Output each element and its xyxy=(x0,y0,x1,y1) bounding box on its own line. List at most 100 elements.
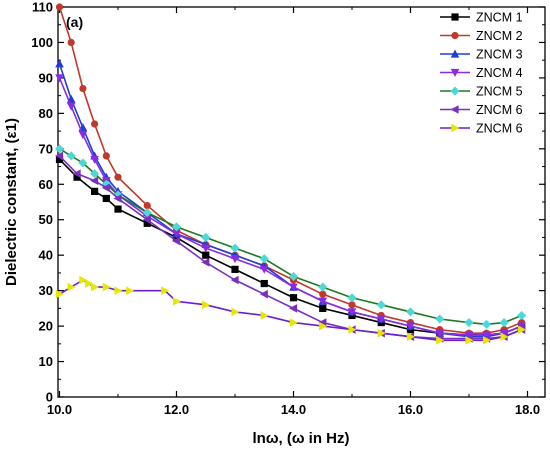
data-point xyxy=(500,332,509,342)
legend-label: ZNCM 1 xyxy=(476,10,523,24)
y-tick-label: 70 xyxy=(39,141,53,156)
data-point xyxy=(259,289,268,299)
data-point xyxy=(289,318,298,327)
data-point xyxy=(102,282,111,292)
y-tick-label: 0 xyxy=(46,390,53,405)
data-point xyxy=(114,205,122,213)
y-tick-label: 110 xyxy=(32,0,53,15)
data-point xyxy=(464,318,474,328)
data-point xyxy=(114,286,123,295)
legend-marker xyxy=(450,105,459,114)
data-point xyxy=(231,307,240,317)
data-point xyxy=(85,279,94,288)
y-tick-label: 60 xyxy=(39,177,53,192)
data-point xyxy=(482,335,491,345)
data-point xyxy=(201,244,211,253)
series-line xyxy=(58,155,522,340)
data-point xyxy=(260,311,269,320)
data-point xyxy=(318,297,328,306)
data-point xyxy=(78,131,88,140)
legend-marker xyxy=(451,13,459,21)
data-point xyxy=(289,304,298,313)
data-point xyxy=(126,286,135,295)
legend-item: ZNCM 1 xyxy=(440,10,523,24)
y-tick-label: 20 xyxy=(39,319,53,334)
data-point xyxy=(405,307,416,317)
data-point xyxy=(142,215,151,225)
data-point xyxy=(67,38,75,47)
data-point xyxy=(161,286,170,295)
legend-item: ZNCM 6 xyxy=(440,103,523,117)
legend-label: ZNCM 6 xyxy=(476,121,523,135)
data-point xyxy=(201,232,211,242)
legend-item: ZNCM 6 xyxy=(440,121,523,135)
series-layer xyxy=(54,3,527,345)
data-point xyxy=(78,158,88,168)
data-point xyxy=(319,304,327,312)
x-tick-label: 12.0 xyxy=(164,402,189,417)
data-point xyxy=(90,155,99,164)
y-tick-label: 100 xyxy=(31,35,53,50)
data-point xyxy=(436,335,445,345)
data-point xyxy=(90,169,100,179)
data-point xyxy=(171,222,182,232)
data-point xyxy=(259,254,269,264)
y-axis-title: Dielectric constant, (ε1) xyxy=(3,118,20,286)
y-axis: 0 10 20 30 40 50 60 70 80 90 100 110 xyxy=(31,0,545,405)
x-tick-label: 16.0 xyxy=(398,402,423,417)
data-point xyxy=(230,255,240,264)
data-point xyxy=(66,102,76,111)
data-point xyxy=(172,296,181,306)
data-point xyxy=(288,271,299,281)
data-point xyxy=(114,173,122,181)
legend-label: ZNCM 6 xyxy=(476,103,523,117)
data-point xyxy=(66,151,76,161)
x-tick-label: 10.0 xyxy=(47,402,72,417)
data-point xyxy=(348,301,356,309)
data-point xyxy=(406,332,415,342)
data-point xyxy=(319,290,327,298)
legend-marker xyxy=(451,31,459,40)
legend-label: ZNCM 3 xyxy=(476,47,523,61)
data-point xyxy=(347,293,357,303)
legend-marker xyxy=(451,123,460,133)
y-tick-label: 90 xyxy=(39,70,53,85)
data-point xyxy=(230,275,239,285)
x-tick-label: 18.0 xyxy=(515,402,540,417)
data-point xyxy=(435,329,445,338)
data-point xyxy=(376,300,386,310)
data-point xyxy=(172,236,181,246)
data-point xyxy=(55,3,64,11)
data-point xyxy=(79,275,88,285)
x-axis-title: lnω, (ω in Hz) xyxy=(253,430,350,447)
legend-item: ZNCM 3 xyxy=(440,47,523,61)
data-point xyxy=(142,208,152,218)
series-5 xyxy=(54,144,527,329)
series-7 xyxy=(55,275,527,345)
data-point xyxy=(348,325,357,334)
data-point xyxy=(91,187,99,195)
data-point xyxy=(143,201,151,210)
legend-item: ZNCM 4 xyxy=(440,66,523,80)
data-point xyxy=(79,84,87,93)
data-point xyxy=(90,120,99,128)
panel-label: (a) xyxy=(66,14,83,30)
data-point xyxy=(72,169,81,178)
data-point xyxy=(230,243,240,253)
data-point xyxy=(347,308,357,317)
y-tick-label: 50 xyxy=(39,212,53,227)
data-point xyxy=(517,310,527,320)
y-tick-label: 10 xyxy=(39,354,53,369)
data-point xyxy=(55,74,64,83)
data-point xyxy=(465,335,474,345)
data-point xyxy=(67,282,76,292)
data-point xyxy=(90,176,99,186)
legend-label: ZNCM 5 xyxy=(476,84,523,98)
data-point xyxy=(102,152,110,160)
data-point xyxy=(259,265,269,274)
data-point xyxy=(55,289,64,299)
legend-item: ZNCM 5 xyxy=(440,84,523,98)
data-point xyxy=(101,183,110,193)
legend-marker xyxy=(450,68,460,77)
